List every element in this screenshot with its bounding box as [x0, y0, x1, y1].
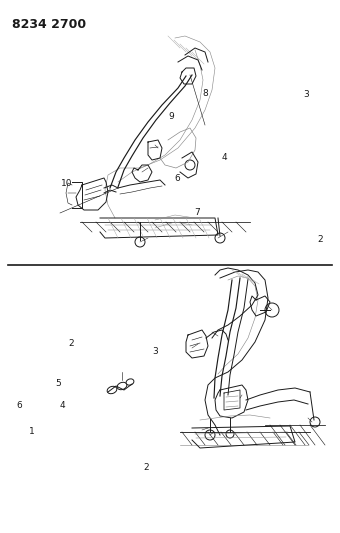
- Text: 3: 3: [303, 91, 309, 99]
- Text: 4: 4: [59, 401, 65, 409]
- Text: 2: 2: [318, 236, 323, 244]
- Text: 1: 1: [30, 427, 35, 436]
- Text: 8: 8: [203, 89, 208, 98]
- Circle shape: [265, 303, 279, 317]
- Text: 5: 5: [55, 379, 61, 388]
- Text: 2: 2: [143, 463, 149, 472]
- Ellipse shape: [107, 386, 117, 394]
- Text: 8234 2700: 8234 2700: [12, 18, 86, 31]
- Text: 6: 6: [174, 174, 180, 183]
- Ellipse shape: [117, 382, 127, 390]
- Text: 2: 2: [68, 340, 73, 348]
- Circle shape: [185, 160, 195, 170]
- Text: 10: 10: [61, 180, 72, 188]
- Circle shape: [226, 430, 234, 438]
- Text: 6: 6: [17, 401, 22, 409]
- Circle shape: [310, 417, 320, 427]
- Circle shape: [205, 430, 215, 440]
- Text: 7: 7: [194, 208, 200, 216]
- Text: 9: 9: [169, 112, 174, 120]
- Circle shape: [135, 237, 145, 247]
- Ellipse shape: [126, 379, 134, 385]
- Text: 3: 3: [152, 348, 157, 356]
- Text: 4: 4: [222, 153, 227, 161]
- Circle shape: [215, 233, 225, 243]
